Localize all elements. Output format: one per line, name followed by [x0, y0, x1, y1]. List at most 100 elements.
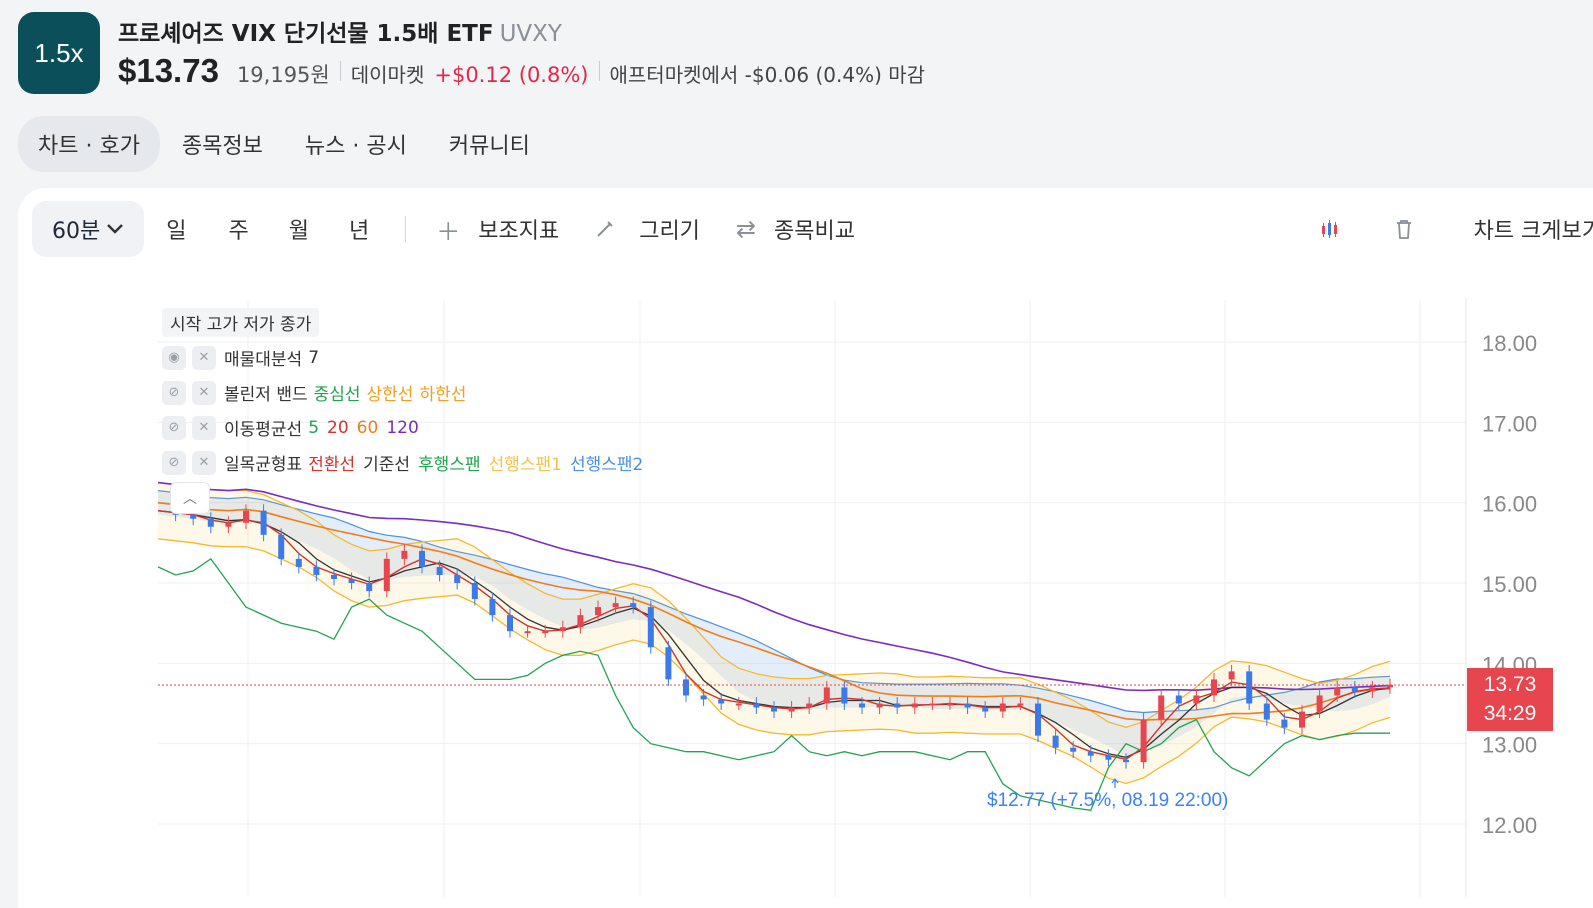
- draw-button[interactable]: 그리기: [595, 213, 700, 245]
- chart-toolbar: 60분 일 주 월 년 ＋ 보조지표 그리기 ⇄ 종목비교 차트 크게보기: [32, 201, 1593, 257]
- candle-body: [454, 574, 461, 583]
- candle-body: [331, 574, 337, 579]
- candle-body: [401, 550, 408, 559]
- candle-body: [1299, 711, 1305, 728]
- candle-body: [700, 695, 707, 700]
- legend-item: 120: [386, 417, 419, 438]
- candle-chart-icon[interactable]: [1320, 218, 1342, 240]
- candle-body: [683, 679, 689, 696]
- candle-body: [1087, 751, 1094, 756]
- close-icon[interactable]: ✕: [192, 345, 216, 370]
- eye-off-icon[interactable]: ⊘: [162, 415, 186, 440]
- candle-body: [859, 703, 865, 708]
- candle-body: [947, 703, 953, 706]
- candle-body: [366, 583, 373, 592]
- legend-item: 5: [308, 417, 320, 438]
- candle-body: [1052, 735, 1059, 748]
- tab-news[interactable]: 뉴스 · 공시: [304, 134, 407, 159]
- candle-body: [1228, 671, 1235, 680]
- candle-body: [207, 518, 214, 527]
- tab-info[interactable]: 종목정보: [181, 134, 263, 159]
- timeframe-month[interactable]: 월: [288, 219, 309, 244]
- divider: [339, 61, 341, 81]
- candle-body: [278, 534, 285, 559]
- legend-ma: ⊘ ✕ 이동평균선 5 20 60 120: [162, 410, 643, 445]
- candle-body: [1105, 755, 1112, 760]
- chart-legend: 시작 고가 저가 종가 ◉ ✕ 매물대분석 7 ⊘ ✕ 볼린저 밴드 중심선 상…: [162, 305, 643, 480]
- indicator-button[interactable]: ＋ 보조지표: [436, 212, 559, 247]
- price-krw: 19,195원: [236, 63, 330, 87]
- toolbar-right: 차트 크게보기: [1320, 202, 1593, 256]
- bollinger-upper: [157, 481, 1391, 728]
- candle-body: [1158, 695, 1165, 720]
- eye-icon[interactable]: ◉: [162, 345, 186, 370]
- legend-item: 기준선: [363, 455, 411, 475]
- candle-body: [612, 603, 619, 608]
- candle-body: [718, 699, 725, 704]
- eye-off-icon[interactable]: ⊘: [162, 450, 186, 475]
- collapse-legend-button[interactable]: ︿: [170, 482, 210, 514]
- candle-body: [559, 627, 566, 632]
- ichimoku-cloud: [158, 490, 1390, 757]
- eye-off-icon[interactable]: ⊘: [162, 380, 186, 405]
- current-price-tag: 13.73 34:29: [1467, 668, 1553, 731]
- divider: [598, 61, 600, 81]
- legend-name: 일목균형표: [224, 455, 303, 475]
- candle-body: [1211, 679, 1217, 696]
- timeframe-year[interactable]: 년: [348, 219, 370, 244]
- legend-name: 이동평균선: [224, 420, 303, 440]
- candle-body: [577, 615, 584, 628]
- ichimoku-span2: [157, 490, 1391, 714]
- legend-bollinger: ⊘ ✕ 볼린저 밴드 중심선 상한선 하한선: [162, 375, 643, 410]
- candle-body: [1387, 685, 1393, 688]
- candle-body: [1035, 703, 1041, 736]
- period-select[interactable]: 60분: [32, 201, 145, 257]
- fullscreen-button[interactable]: 차트 크게보기: [1473, 219, 1593, 244]
- tab-community[interactable]: 커뮤니티: [448, 134, 530, 159]
- candle-body: [771, 707, 777, 712]
- indicator-label: 보조지표: [478, 219, 560, 244]
- tag-price: 13.73: [1483, 673, 1537, 696]
- tab-chart[interactable]: 차트 · 호가: [18, 116, 160, 172]
- legend-item: 중심선: [313, 385, 361, 405]
- candle-body: [823, 687, 830, 704]
- low-arrow-icon: [1111, 778, 1119, 788]
- close-icon[interactable]: ✕: [192, 415, 216, 440]
- swap-icon: ⇄: [735, 215, 757, 243]
- candle-body: [929, 703, 936, 706]
- candle-body: [788, 707, 795, 712]
- timeframe-week[interactable]: 주: [228, 219, 249, 244]
- stock-title: 프로셰어즈 VIX 단기선물 1.5배 ETF UVXY: [118, 14, 562, 48]
- legend-item: 선행스팬2: [570, 455, 644, 475]
- candle-body: [1369, 687, 1376, 692]
- close-icon[interactable]: ✕: [192, 450, 216, 475]
- y-axis-label: 15.00: [1482, 572, 1537, 597]
- legend-item: 후행스팬: [418, 455, 481, 475]
- legend-item: 60: [356, 417, 379, 438]
- candle-body: [436, 566, 443, 575]
- y-axis-label: 17.00: [1482, 411, 1537, 436]
- y-axis-label: 18.00: [1482, 331, 1537, 356]
- candle-body: [876, 703, 883, 708]
- candle-body: [1123, 759, 1129, 763]
- plus-icon: ＋: [436, 217, 461, 246]
- compare-label: 종목비교: [774, 219, 856, 244]
- candle-body: [1351, 687, 1358, 692]
- y-axis-label: 12.00: [1482, 813, 1537, 838]
- timeframe-day[interactable]: 일: [166, 219, 187, 244]
- candle-body: [419, 550, 425, 567]
- trash-icon[interactable]: [1394, 218, 1414, 240]
- candle-body: [1193, 695, 1200, 704]
- legend-name: 볼린저 밴드: [224, 385, 308, 405]
- candle-body: [260, 510, 267, 535]
- candle-body: [1017, 703, 1024, 706]
- price-change: +$0.12 (0.8%): [434, 63, 589, 87]
- candle-body: [1175, 695, 1182, 704]
- compare-button[interactable]: ⇄ 종목비교: [736, 213, 855, 245]
- chevron-down-icon: [107, 224, 124, 234]
- after-market-info: 애프터마켓에서 -$0.06 (0.4%) 마감: [609, 63, 926, 87]
- y-axis-label: 13.00: [1482, 733, 1537, 758]
- candle-body: [894, 703, 901, 708]
- close-icon[interactable]: ✕: [192, 380, 216, 405]
